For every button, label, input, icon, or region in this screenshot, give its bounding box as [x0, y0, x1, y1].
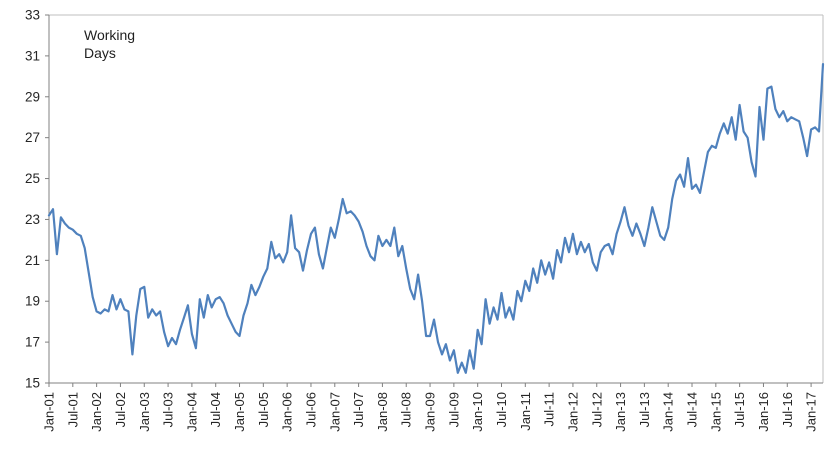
svg-text:Jul-07: Jul-07 [351, 392, 366, 427]
svg-text:Jul-03: Jul-03 [161, 392, 176, 427]
svg-text:31: 31 [25, 48, 40, 63]
svg-text:Jul-01: Jul-01 [65, 392, 80, 427]
svg-text:Jan-08: Jan-08 [375, 392, 390, 432]
svg-text:Jan-14: Jan-14 [661, 392, 676, 432]
svg-text:Jan-17: Jan-17 [804, 392, 819, 432]
svg-text:Jul-11: Jul-11 [542, 392, 557, 426]
svg-text:Jan-06: Jan-06 [280, 392, 295, 432]
svg-text:19: 19 [25, 294, 40, 309]
svg-text:25: 25 [25, 171, 40, 186]
svg-text:Jul-14: Jul-14 [685, 392, 700, 427]
svg-text:Jan-03: Jan-03 [137, 392, 152, 432]
svg-text:Jan-15: Jan-15 [708, 392, 723, 432]
svg-text:15: 15 [25, 376, 40, 391]
svg-text:Jan-01: Jan-01 [42, 392, 57, 432]
svg-text:Jul-09: Jul-09 [446, 392, 461, 427]
svg-text:Jul-15: Jul-15 [732, 392, 747, 427]
svg-text:Jan-07: Jan-07 [327, 392, 342, 432]
svg-text:33: 33 [25, 8, 40, 23]
svg-text:23: 23 [25, 212, 40, 227]
svg-text:Jan-11: Jan-11 [518, 392, 533, 431]
y-axis: 15 17 19 21 23 25 27 29 31 33 [25, 8, 50, 391]
svg-text:Jul-05: Jul-05 [256, 392, 271, 427]
svg-text:Jul-16: Jul-16 [780, 392, 795, 427]
svg-text:Jan-09: Jan-09 [423, 392, 438, 432]
svg-text:Jul-12: Jul-12 [589, 392, 604, 427]
svg-text:29: 29 [25, 89, 40, 104]
svg-text:Jan-16: Jan-16 [756, 392, 771, 432]
svg-text:Jul-10: Jul-10 [494, 392, 509, 427]
svg-text:21: 21 [25, 253, 40, 268]
svg-text:Jan-13: Jan-13 [613, 392, 628, 432]
svg-text:Jan-12: Jan-12 [565, 392, 580, 432]
series-line [47, 62, 825, 374]
chart-annotation: Working Days [84, 27, 136, 62]
svg-text:Jan-10: Jan-10 [470, 392, 485, 432]
svg-text:Jan-04: Jan-04 [184, 392, 199, 432]
svg-text:Jul-02: Jul-02 [113, 392, 128, 427]
x-axis: Jan-01 Jul-01 Jan-02 Jul-02 Jan-03 Jul-03 Jan-… [42, 382, 823, 432]
svg-text:Jul-04: Jul-04 [208, 392, 223, 427]
svg-text:Jul-06: Jul-06 [303, 392, 318, 427]
svg-text:Jul-13: Jul-13 [637, 392, 652, 427]
svg-text:Jul-08: Jul-08 [399, 392, 414, 427]
svg-text:17: 17 [25, 335, 40, 350]
svg-text:Jan-05: Jan-05 [232, 392, 247, 432]
svg-text:27: 27 [25, 130, 40, 145]
svg-text:Jan-02: Jan-02 [89, 392, 104, 432]
